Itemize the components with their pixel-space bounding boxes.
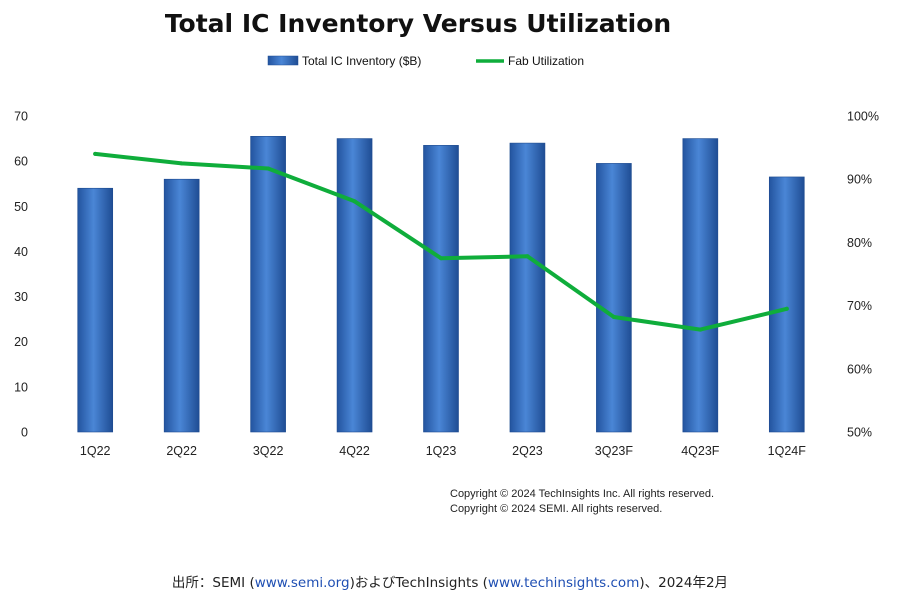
right-axis-tick-label: 90% <box>847 173 872 187</box>
left-axis-tick-label: 50 <box>14 200 28 214</box>
techinsights-link[interactable]: www.techinsights.com <box>487 575 640 591</box>
source-prefix: 出所：SEMI ( <box>171 575 255 591</box>
legend: Total IC Inventory ($B) Fab Utilization <box>267 54 584 68</box>
line-series <box>93 151 789 332</box>
bar-inventory-1Q23 <box>423 145 459 433</box>
semi-link[interactable]: www.semi.org <box>254 575 350 591</box>
right-axis-tick-label: 60% <box>847 362 872 376</box>
left-axis-tick-label: 60 <box>14 155 28 169</box>
x-axis-tick-label: 4Q23F <box>681 444 720 458</box>
x-axis-tick-label: 2Q22 <box>166 444 197 458</box>
left-axis-tick-label: 0 <box>21 426 28 440</box>
legend-swatch-inventory <box>267 55 299 66</box>
bar-series <box>77 136 805 433</box>
point-utilization-3Q22 <box>266 166 271 171</box>
bar-inventory-2Q22 <box>163 178 200 433</box>
right-axis-tick-label: 100% <box>847 110 879 124</box>
legend-label-utilization: Fab Utilization <box>508 54 584 68</box>
x-axis-tick-label: 1Q24F <box>768 444 807 458</box>
left-axis-tick-label: 70 <box>14 110 28 124</box>
bar-inventory-3Q23F <box>596 163 632 433</box>
source-middle: )およびTechInsights ( <box>349 575 488 591</box>
point-utilization-2Q22 <box>179 161 184 166</box>
legend-label-inventory: Total IC Inventory ($B) <box>302 54 421 68</box>
point-utilization-2Q23 <box>525 254 530 259</box>
right-axis-tick-label: 80% <box>847 236 872 250</box>
x-axis-tick-label: 4Q22 <box>339 444 370 458</box>
x-axis-tick-label: 1Q22 <box>80 444 111 458</box>
source-suffix: )、2024年2月 <box>639 575 729 591</box>
point-utilization-4Q23F <box>698 327 703 332</box>
bar-inventory-1Q24F <box>768 176 805 433</box>
x-axis-tick-label: 1Q23 <box>426 444 457 458</box>
right-axis-tick-label: 70% <box>847 299 872 313</box>
bar-inventory-4Q23F <box>682 138 719 433</box>
x-axis: 1Q22 2Q22 3Q22 4Q22 1Q23 2Q23 3Q23F 4Q23F 1Q24F <box>80 444 806 458</box>
left-axis-tick-label: 20 <box>14 335 28 349</box>
x-axis-tick-label: 2Q23 <box>512 444 543 458</box>
bar-inventory-2Q23 <box>509 142 546 433</box>
bar-inventory-3Q22 <box>250 136 286 433</box>
left-axis: 0 10 20 30 40 50 60 70 <box>14 110 28 440</box>
point-utilization-1Q23 <box>439 256 443 261</box>
x-axis-tick-label: 3Q23F <box>595 444 634 458</box>
bar-inventory-1Q22 <box>77 187 114 433</box>
point-utilization-1Q22 <box>93 151 98 156</box>
copyright-semi: Copyright © 2024 SEMI. All rights reserv… <box>450 503 662 515</box>
x-axis-tick-label: 3Q22 <box>253 444 284 458</box>
right-axis: 50% 60% 70% 80% 90% 100% <box>847 110 879 440</box>
bar-inventory-4Q22 <box>336 138 373 433</box>
point-utilization-3Q23F <box>611 314 616 319</box>
right-axis-tick-label: 50% <box>847 426 872 440</box>
left-axis-tick-label: 40 <box>14 245 28 259</box>
left-axis-tick-label: 30 <box>14 290 28 304</box>
copyright-techinsights: Copyright © 2024 TechInsights Inc. All r… <box>450 488 714 500</box>
point-utilization-1Q24F <box>784 306 789 311</box>
point-utilization-4Q22 <box>352 199 357 204</box>
left-axis-tick-label: 10 <box>14 380 28 394</box>
source-note: 出所：SEMI (www.semi.org)およびTechInsights (w… <box>0 571 900 591</box>
chart: Total IC Inventory Versus Utilization To… <box>14 9 879 515</box>
chart-title: Total IC Inventory Versus Utilization <box>165 9 671 38</box>
